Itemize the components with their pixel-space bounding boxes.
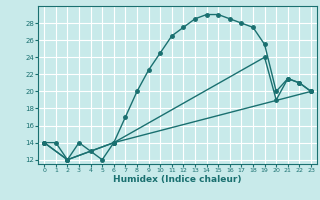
X-axis label: Humidex (Indice chaleur): Humidex (Indice chaleur)	[113, 175, 242, 184]
